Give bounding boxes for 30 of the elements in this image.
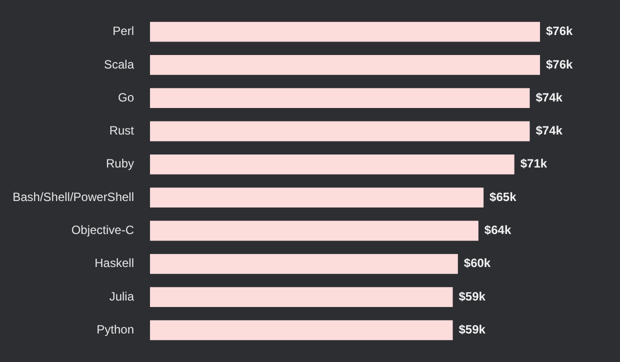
data-label: $71k (520, 156, 548, 171)
bar (150, 54, 540, 75)
data-label: $74k (536, 90, 563, 104)
y-tick-label: Objective-C (71, 223, 134, 238)
y-tick-label: Haskell (94, 256, 134, 270)
bar (150, 22, 540, 42)
data-label: $59k (458, 322, 486, 337)
data-label: $59k (458, 289, 486, 304)
bar (150, 88, 530, 108)
bar (150, 188, 484, 208)
data-label: $76k (546, 24, 574, 38)
bar (150, 121, 530, 142)
y-tick-label: Bash/Shell/PowerShell (12, 190, 134, 204)
data-label: $60k (464, 256, 491, 270)
y-tick-label: Julia (109, 289, 134, 304)
y-tick-label: Python (96, 322, 134, 337)
data-label: $74k (536, 124, 563, 138)
bar (150, 254, 458, 274)
y-tick-label: Scala (104, 57, 134, 72)
data-label: $65k (490, 190, 517, 204)
data-label: $64k (484, 223, 512, 238)
bar (150, 287, 453, 308)
y-tick-label: Go (118, 90, 134, 104)
data-label: $76k (546, 57, 574, 72)
y-tick-label: Rust (109, 124, 135, 138)
bar (150, 220, 478, 241)
y-tick-label: Perl (112, 24, 134, 38)
bar (150, 154, 514, 174)
bar (150, 320, 453, 340)
y-tick-label: Ruby (106, 156, 134, 171)
